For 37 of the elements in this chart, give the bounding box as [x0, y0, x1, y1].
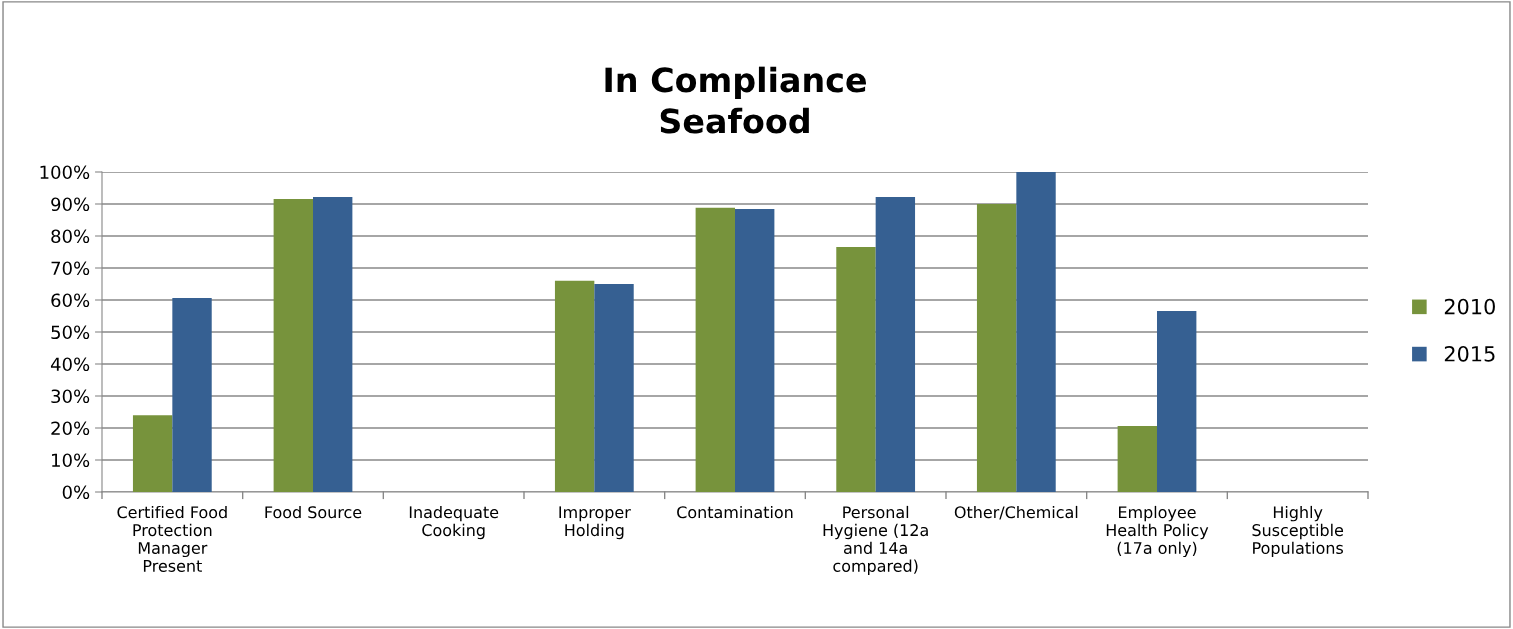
- y-tick-label: 100%: [40, 165, 90, 180]
- bar: [875, 196, 916, 492]
- x-tick-label: Other/Chemical: [954, 505, 1078, 520]
- x-tick-label: Employee Health Policy (17a only): [1106, 505, 1209, 558]
- chart-title: In Compliance Seafood: [605, 66, 866, 134]
- bar: [172, 298, 212, 492]
- legend-label: 2015: [1444, 345, 1495, 362]
- x-tick-label: Certified Food Protection Manager Present: [117, 505, 227, 572]
- bar: [695, 207, 735, 492]
- bar: [1016, 172, 1056, 492]
- bar: [594, 284, 634, 492]
- y-tick-label: 80%: [51, 229, 90, 244]
- y-tick-label: 50%: [51, 325, 90, 340]
- x-tick-label: Personal Hygiene (12a and 14a compared): [823, 505, 928, 575]
- y-tick-label: 60%: [51, 293, 90, 308]
- bar: [1117, 426, 1157, 492]
- x-tick-label: Food Source: [265, 505, 362, 519]
- y-tick-label: 10%: [52, 453, 90, 468]
- bar: [976, 204, 1017, 492]
- bar: [1157, 310, 1197, 492]
- y-tick-label: 0%: [62, 485, 90, 500]
- legend-label: 2010: [1444, 298, 1495, 315]
- x-tick-label: Improper Holding: [559, 506, 631, 540]
- y-tick-label: 30%: [51, 389, 90, 404]
- x-tick-label: Inadequate Cooking: [409, 505, 499, 540]
- bar: [273, 198, 313, 492]
- bar: [836, 246, 876, 492]
- y-tick-label: 90%: [51, 197, 90, 212]
- x-tick-label: Highly Susceptible Populations: [1252, 505, 1344, 558]
- y-tick-label: 40%: [50, 357, 90, 372]
- x-tick-label: Contamination: [677, 505, 793, 519]
- bar: [132, 415, 173, 492]
- bar: [313, 196, 353, 492]
- y-tick-label: 70%: [51, 261, 90, 276]
- bar: [554, 280, 595, 492]
- y-tick-label: 20%: [51, 421, 90, 436]
- bar: [735, 209, 775, 492]
